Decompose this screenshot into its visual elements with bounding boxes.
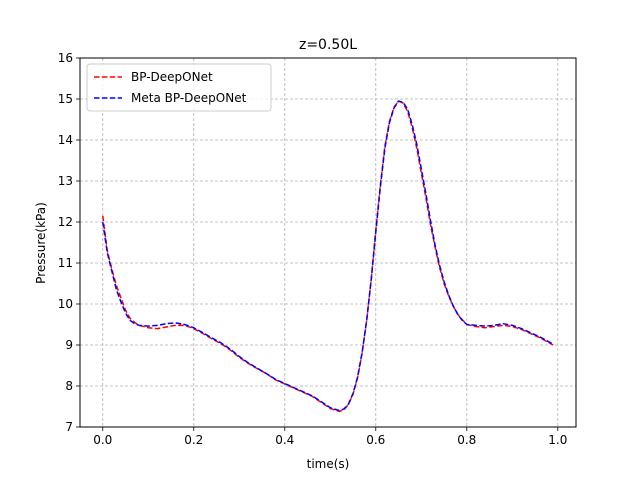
x-tick-label: 0.2: [184, 433, 203, 447]
x-tick-label: 0.6: [366, 433, 385, 447]
y-tick-label: 12: [58, 215, 73, 229]
y-tick-label: 14: [58, 133, 73, 147]
y-tick-label: 7: [65, 420, 73, 434]
chart-title: z=0.50L: [299, 37, 357, 53]
x-tick-label: 0.4: [275, 433, 294, 447]
x-tick-label: 1.0: [548, 433, 567, 447]
plot-area-frame: [79, 57, 577, 428]
y-axis-label: Pressure(kPa): [34, 202, 48, 284]
y-tick-label: 13: [58, 174, 73, 188]
legend-box: [86, 63, 272, 112]
x-tick-label: 0.8: [457, 433, 476, 447]
axis-ticks: 0.0 0.2 0.4 0.6 0.8 1.0 7 8 9 10 11 12 13 14 15 16: [58, 51, 568, 447]
x-tick-label: 0.0: [93, 433, 112, 447]
y-tick-label: 8: [65, 379, 73, 393]
x-axis-label: time(s): [307, 457, 350, 471]
legend-label-meta-bp-deeponet: Meta BP-DeepONet: [131, 91, 247, 105]
legend: BP-DeepONet Meta BP-DeepONet: [86, 63, 272, 112]
y-tick-label: 9: [65, 338, 73, 352]
legend-label-bp-deeponet: BP-DeepONet: [131, 70, 213, 84]
series-line-meta-bp-deeponet: [102, 100, 554, 412]
series-lines: [102, 100, 554, 413]
y-tick-label: 11: [58, 256, 73, 270]
y-tick-label: 15: [58, 92, 73, 106]
y-tick-label: 10: [58, 297, 73, 311]
y-tick-label: 16: [58, 51, 73, 65]
